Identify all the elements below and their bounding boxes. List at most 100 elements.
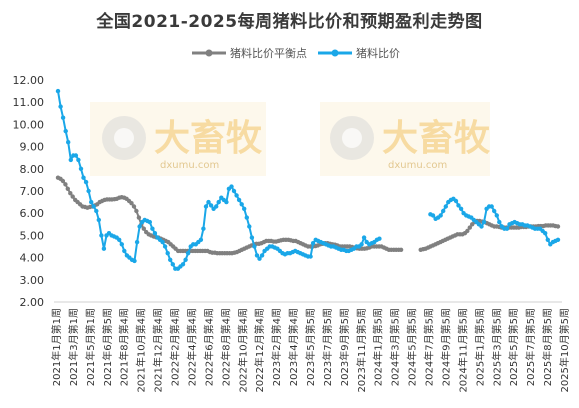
data-point (119, 242, 125, 247)
legend: 猪料比价平衡点 猪料比价 (192, 46, 400, 60)
data-point (136, 215, 142, 220)
legend-label-ratio: 猪料比价 (356, 46, 400, 60)
data-point (129, 201, 134, 206)
data-point (465, 228, 470, 234)
data-point (234, 193, 239, 198)
x-tick-label: 2025年10月第5周 (558, 308, 571, 393)
data-point (60, 115, 66, 120)
x-tick-label: 2025年7月第5周 (524, 308, 537, 386)
watermark-right: 大畜牧 dxumu.com (320, 102, 491, 176)
x-tick-label: 2023年7月第5周 (321, 308, 334, 386)
y-tick-label: 3.00 (20, 274, 45, 287)
data-point (479, 224, 484, 229)
data-point (170, 262, 175, 267)
data-point (58, 104, 63, 109)
watermark-left-site: dxumu.com (160, 160, 219, 171)
data-point (94, 208, 99, 214)
data-point (160, 239, 165, 245)
chart-title: 全国2021-2025每周猪料比价和预期盈利走势图 (96, 12, 483, 32)
data-point (141, 226, 146, 231)
y-tick-label: 10.00 (13, 118, 45, 131)
x-tick-label: 2021年8月第4周 (118, 308, 131, 386)
x-tick-label: 2021年12月第4周 (152, 308, 165, 393)
legend-marker-ratio (331, 49, 339, 57)
data-point (555, 237, 561, 242)
data-point (86, 188, 91, 194)
data-point (456, 203, 461, 208)
data-point (239, 202, 244, 207)
data-point (117, 237, 122, 242)
data-point (60, 178, 66, 184)
data-point (165, 251, 170, 256)
x-tick-label: 2025年3月第5周 (490, 308, 503, 386)
data-point (254, 253, 260, 258)
x-tick-label: 2025年8月第5周 (541, 308, 554, 386)
x-tick-label: 2024年5月第5周 (406, 308, 419, 386)
x-tick-label: 2022年8月第4周 (219, 308, 232, 386)
y-tick-label: 7.00 (20, 185, 45, 198)
data-point (101, 246, 107, 251)
data-point (361, 235, 367, 240)
x-tick-label: 2021年6月第5周 (101, 308, 114, 386)
data-point (132, 258, 137, 264)
data-point (150, 226, 155, 231)
data-point (81, 175, 86, 180)
data-point (83, 179, 89, 185)
x-tick-label: 2023年2月第4周 (270, 308, 283, 386)
series-breakeven (55, 175, 561, 256)
data-point (89, 199, 94, 205)
x-tick-label: 2024年9月第5周 (439, 308, 452, 386)
x-tick-label: 2022年12月第4周 (253, 308, 266, 393)
data-point (76, 157, 81, 163)
data-point (244, 215, 249, 220)
data-point (66, 140, 71, 145)
data-point (443, 204, 448, 209)
y-tick-label: 4.00 (20, 252, 45, 265)
data-point (201, 226, 206, 231)
data-point (63, 128, 68, 134)
data-point (183, 257, 188, 262)
x-tick-label: 2024年7月第5周 (423, 308, 436, 386)
x-tick-label: 2023年5月第5周 (304, 308, 317, 386)
x-tick-label: 2021年10月第4周 (135, 308, 148, 393)
x-tick-label: 2025年5月第5周 (507, 308, 520, 386)
data-point (249, 235, 255, 240)
series-ratio (55, 88, 561, 271)
y-tick-label: 6.00 (20, 207, 45, 220)
data-point (134, 239, 140, 245)
data-point (308, 254, 313, 259)
data-point (257, 256, 262, 261)
data-point (185, 251, 191, 256)
data-point (180, 262, 186, 267)
data-point (441, 208, 446, 214)
data-point (134, 208, 139, 214)
data-point (310, 241, 316, 246)
data-point (122, 248, 127, 254)
data-point (137, 224, 142, 229)
data-point (438, 213, 443, 218)
data-point (68, 191, 73, 196)
data-point (203, 204, 209, 209)
y-tick-label: 2.00 (20, 296, 45, 309)
data-point (216, 199, 221, 205)
watermark-right-logo-inner (342, 128, 362, 148)
data-point (96, 217, 102, 223)
data-point (208, 203, 214, 208)
data-point (63, 182, 68, 187)
data-point (492, 208, 497, 214)
y-tick-label: 9.00 (20, 141, 45, 154)
y-tick-label: 8.00 (20, 163, 45, 176)
watermark-right-site: dxumu.com (388, 160, 447, 171)
data-point (224, 199, 229, 205)
data-point (229, 184, 234, 189)
data-point (359, 242, 364, 247)
data-point (236, 197, 242, 203)
watermark-left-logo-inner (114, 128, 134, 148)
data-point (73, 153, 79, 158)
data-point (70, 194, 75, 199)
data-point (497, 219, 502, 225)
y-axis: 2.00 3.00 4.00 5.00 6.00 7.00 8.00 9.00 10.00 11.… (13, 74, 45, 309)
data-point (68, 157, 74, 163)
